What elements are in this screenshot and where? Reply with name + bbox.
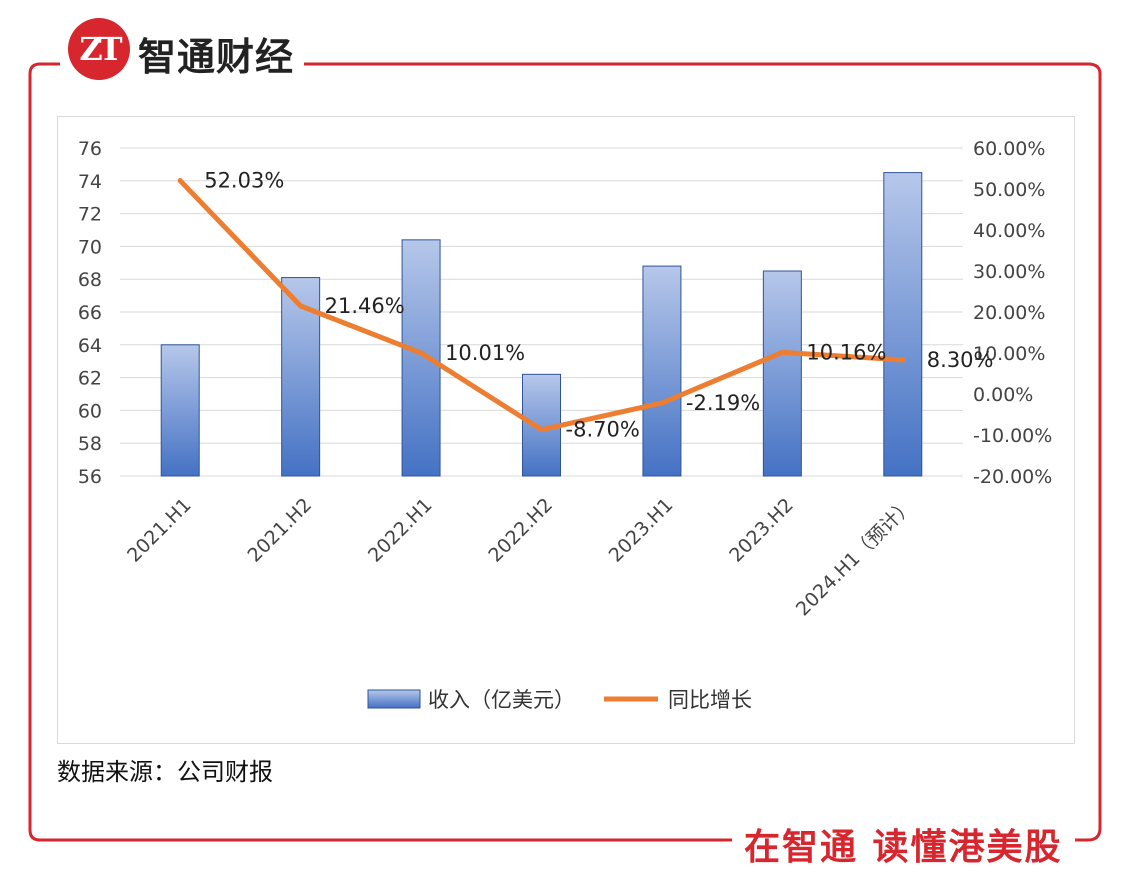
- x-tick-label: 2023.H2: [725, 494, 798, 567]
- growth-data-label: 8.30%: [927, 348, 994, 372]
- right-tick-label: 20.00%: [973, 302, 1045, 324]
- growth-point: [539, 427, 544, 433]
- growth-point: [418, 350, 424, 356]
- right-tick-label: -10.00%: [973, 425, 1052, 447]
- left-tick-label: 68: [78, 269, 102, 291]
- x-tick-label: 2021.H2: [244, 494, 317, 567]
- brand-logo: ZT: [68, 18, 130, 80]
- growth-data-label: -2.19%: [686, 391, 760, 415]
- right-tick-label: 0.00%: [973, 384, 1033, 406]
- legend: 收入（亿美元） 同比增长: [367, 688, 752, 712]
- growth-point: [659, 400, 665, 406]
- left-tick-label: 66: [78, 302, 102, 324]
- growth-data-label: -8.70%: [566, 418, 640, 442]
- x-axis: 2021.H1 2021.H2 2022.H1 2022.H2 2023.H1 2023.…: [123, 494, 918, 620]
- x-tick-label: 2021.H1: [123, 494, 196, 567]
- left-tick-label: 72: [78, 204, 102, 226]
- chart-container: 56 58 60 62 64 66 68 70 72 74 76 -20.00% -10.00% 0.0…: [57, 116, 1075, 744]
- left-tick-label: 58: [78, 433, 102, 455]
- revenue-bar: [883, 172, 923, 477]
- left-tick-label: 74: [78, 171, 102, 193]
- left-tick-label: 56: [78, 466, 102, 488]
- growth-point: [779, 349, 785, 355]
- growth-data-label: 21.46%: [325, 294, 405, 318]
- right-tick-label: 50.00%: [973, 179, 1045, 201]
- bar-series: [160, 172, 923, 477]
- legend-line-label: 同比增长: [668, 688, 752, 712]
- growth-data-label: 10.16%: [806, 340, 886, 364]
- revenue-bar: [160, 344, 200, 477]
- right-tick-label: -20.00%: [973, 466, 1052, 488]
- brand-name: 智通财经: [138, 26, 305, 81]
- slogan: 在智通 读懂港美股: [732, 818, 1075, 870]
- data-source-note: 数据来源：公司财报: [57, 758, 273, 786]
- x-tick-label: 2023.H1: [605, 494, 678, 567]
- growth-point: [298, 303, 304, 309]
- left-axis: 56 58 60 62 64 66 68 70 72 74 76: [78, 138, 102, 488]
- left-tick-label: 64: [78, 335, 102, 357]
- frame-border: [28, 62, 1102, 842]
- x-tick-label: 2022.H2: [484, 494, 557, 567]
- legend-bar-swatch: [367, 689, 421, 709]
- growth-data-label: 10.01%: [445, 341, 525, 365]
- revenue-bar: [401, 239, 441, 477]
- legend-bar-label: 收入（亿美元）: [428, 688, 575, 712]
- x-tick-label: 2022.H1: [364, 494, 437, 567]
- right-tick-label: 10.00%: [973, 343, 1045, 365]
- line-series: 52.03% 21.46% 10.01% -8.70% -2.19% 10.16% 8.30…: [177, 169, 994, 442]
- left-tick-label: 76: [78, 138, 102, 160]
- growth-point: [177, 178, 183, 184]
- right-tick-label: 40.00%: [973, 220, 1045, 242]
- chart-svg: 56 58 60 62 64 66 68 70 72 74 76 -20.00% -10.00% 0.0…: [78, 138, 1053, 712]
- right-axis: -20.00% -10.00% 0.00% 10.00% 20.00% 30.00% 40.…: [973, 138, 1052, 488]
- left-tick-label: 60: [78, 400, 102, 422]
- revenue-bar: [642, 265, 682, 477]
- right-tick-label: 60.00%: [973, 138, 1045, 160]
- left-tick-label: 62: [78, 368, 102, 390]
- revenue-bar: [762, 270, 802, 477]
- growth-data-label: 52.03%: [204, 169, 284, 193]
- right-tick-label: 30.00%: [973, 261, 1045, 283]
- left-tick-label: 70: [78, 236, 102, 258]
- x-tick-label: 2024.H1（预计）: [792, 494, 918, 620]
- growth-point: [900, 357, 906, 363]
